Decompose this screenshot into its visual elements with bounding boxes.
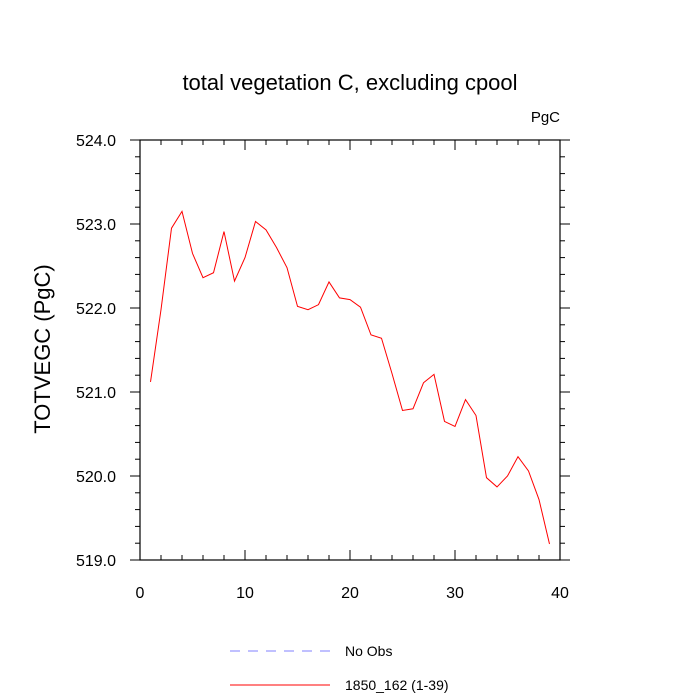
legend: No Obs 1850_162 (1-39) bbox=[230, 643, 449, 693]
x-tick-label: 20 bbox=[341, 585, 359, 602]
units-label: PgC bbox=[531, 109, 560, 126]
series-layer bbox=[150, 210, 550, 545]
plot-frame bbox=[139, 139, 561, 561]
series-line-1 bbox=[150, 210, 550, 545]
x-tick-label: 40 bbox=[551, 585, 569, 602]
chart-title: total vegetation C, excluding cpool bbox=[182, 70, 517, 95]
axis-ticks bbox=[130, 139, 570, 561]
axis-tick-labels: 0 10 20 30 40 519.0 520.0 521.0 522.0 523.0 524.0 bbox=[76, 133, 569, 602]
y-axis-label: TOTVEGC (PgC) bbox=[30, 264, 55, 434]
y-tick-label: 519.0 bbox=[76, 553, 116, 570]
x-tick-label: 10 bbox=[236, 585, 254, 602]
y-tick-label: 522.0 bbox=[76, 301, 116, 318]
legend-label-no-obs: No Obs bbox=[345, 643, 392, 659]
x-tick-label: 30 bbox=[446, 585, 464, 602]
y-tick-label: 523.0 bbox=[76, 217, 116, 234]
y-tick-label: 521.0 bbox=[76, 385, 116, 402]
x-tick-label: 0 bbox=[136, 585, 145, 602]
y-tick-label: 524.0 bbox=[76, 133, 116, 150]
y-tick-label: 520.0 bbox=[76, 469, 116, 486]
legend-label-1850-162: 1850_162 (1-39) bbox=[345, 677, 449, 693]
